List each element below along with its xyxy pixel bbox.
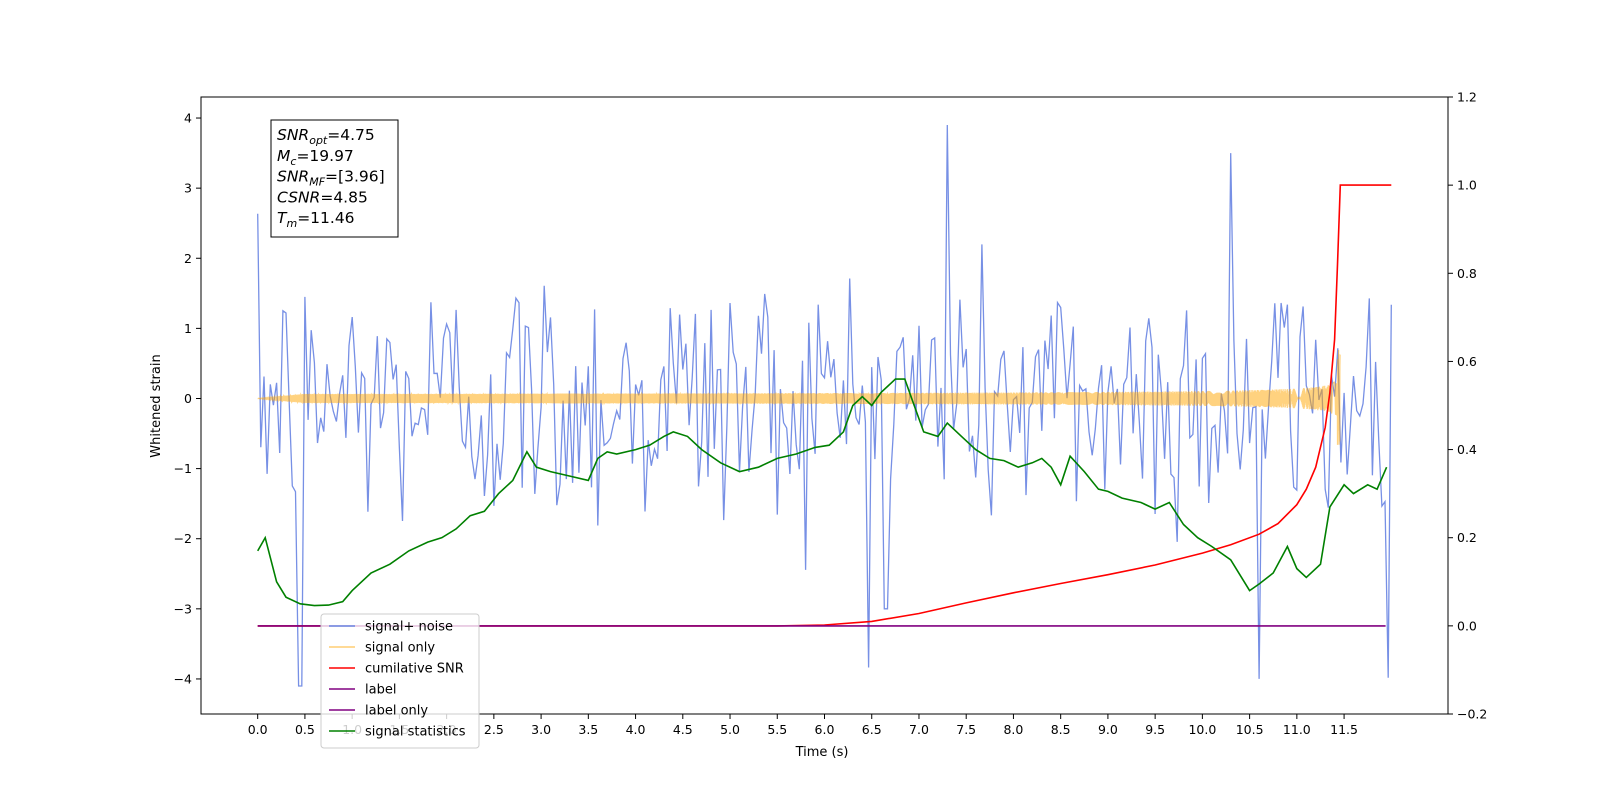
annotation-value: =4.75 [327,126,375,144]
x-tick-label: 8.0 [1003,722,1023,737]
annotation-subscript: m [286,217,297,230]
annotation-symbol: SNR [277,168,309,186]
signal-noise-series [257,124,1392,687]
annotation-symbol: CSNR [277,188,320,206]
annotation-symbol: T [277,209,288,227]
legend-label: cumilative SNR [365,662,464,677]
annotation-subscript: c [290,155,296,168]
x-tick-label: 0.5 [295,722,315,737]
x-tick-label: 9.5 [1145,722,1165,737]
legend-label: signal only [365,641,435,656]
y-tick-label: 3 [184,181,192,196]
x-tick-label: 2.5 [484,722,504,737]
y2-tick-label: −0.2 [1457,707,1487,722]
y-tick-label: −3 [174,601,192,616]
y2-tick-label: 0.8 [1457,266,1477,281]
x-tick-label: 11.5 [1330,722,1358,737]
annotation-line: SNRMF=[3.96] [277,168,385,189]
y2-tick-label: 0.6 [1457,354,1477,369]
annotation-line: CSNR=4.85 [277,188,368,206]
x-tick-label: 7.0 [909,722,929,737]
x-tick-label: 9.0 [1098,722,1118,737]
annotation-symbol: M [277,147,290,165]
x-tick-label: 6.0 [815,722,835,737]
y-tick-label: 4 [184,111,192,126]
annotation-subscript: opt [309,134,328,147]
cumilative-snr-series [257,184,1392,627]
y2-tick-label: 1.0 [1457,178,1477,193]
x-tick-label: 3.5 [578,722,598,737]
y2-tick-label: 1.2 [1457,90,1477,105]
y-tick-label: 2 [184,251,192,266]
legend-label: signal statistics [365,725,466,740]
annotation-line: Mc=19.97 [277,147,354,168]
x-tick-label: 10.0 [1188,722,1216,737]
legend-label: signal+ noise [365,620,453,635]
x-tick-label: 10.5 [1236,722,1264,737]
legend: signal+ noise signal only cumilative SNR la… [320,613,480,749]
y-tick-label: −1 [174,461,192,476]
x-tick-label: 3.0 [531,722,551,737]
y2-tick-label: 0.2 [1457,530,1477,545]
y-axis-label: Whitened strain [149,354,164,457]
y-tick-label: 1 [184,321,192,336]
x-tick-label: 5.0 [720,722,740,737]
x-tick-label: 5.5 [767,722,787,737]
annotation-value: =[3.96] [325,168,385,186]
x-axis-label: Time (s) [795,745,849,760]
annotation-subscript: MF [309,176,325,189]
signal-only-series [257,349,1341,445]
signal-statistics-series [257,378,1388,607]
x-tick-label: 11.0 [1283,722,1311,737]
annotation-box: SNRopt=4.75Mc=19.97SNRMF=[3.96]CSNR=4.85… [270,119,399,238]
legend-frame [320,613,480,749]
annotation-symbol: SNR [277,126,309,144]
annotation-value: =11.46 [297,209,354,227]
annotation-frame [270,119,399,238]
annotation-line: Tm=11.46 [277,209,355,230]
x-tick-label: 4.5 [673,722,693,737]
y-tick-label: −2 [174,531,192,546]
annotation-value: =19.97 [296,147,353,165]
y-tick-label: −4 [174,671,192,686]
x-tick-label: 4.0 [626,722,646,737]
x-tick-label: 6.5 [862,722,882,737]
y2-tick-label: 0.4 [1457,442,1477,457]
x-tick-label: 0.0 [248,722,268,737]
legend-label: label only [365,704,428,719]
annotation-line: SNRopt=4.75 [277,126,375,147]
x-tick-label: 7.5 [956,722,976,737]
y-tick-label: 0 [184,391,192,406]
legend-label: label [365,683,396,698]
x-tick-label: 8.5 [1051,722,1071,737]
annotation-value: =4.85 [320,188,368,206]
y2-tick-label: 0.0 [1457,618,1477,633]
